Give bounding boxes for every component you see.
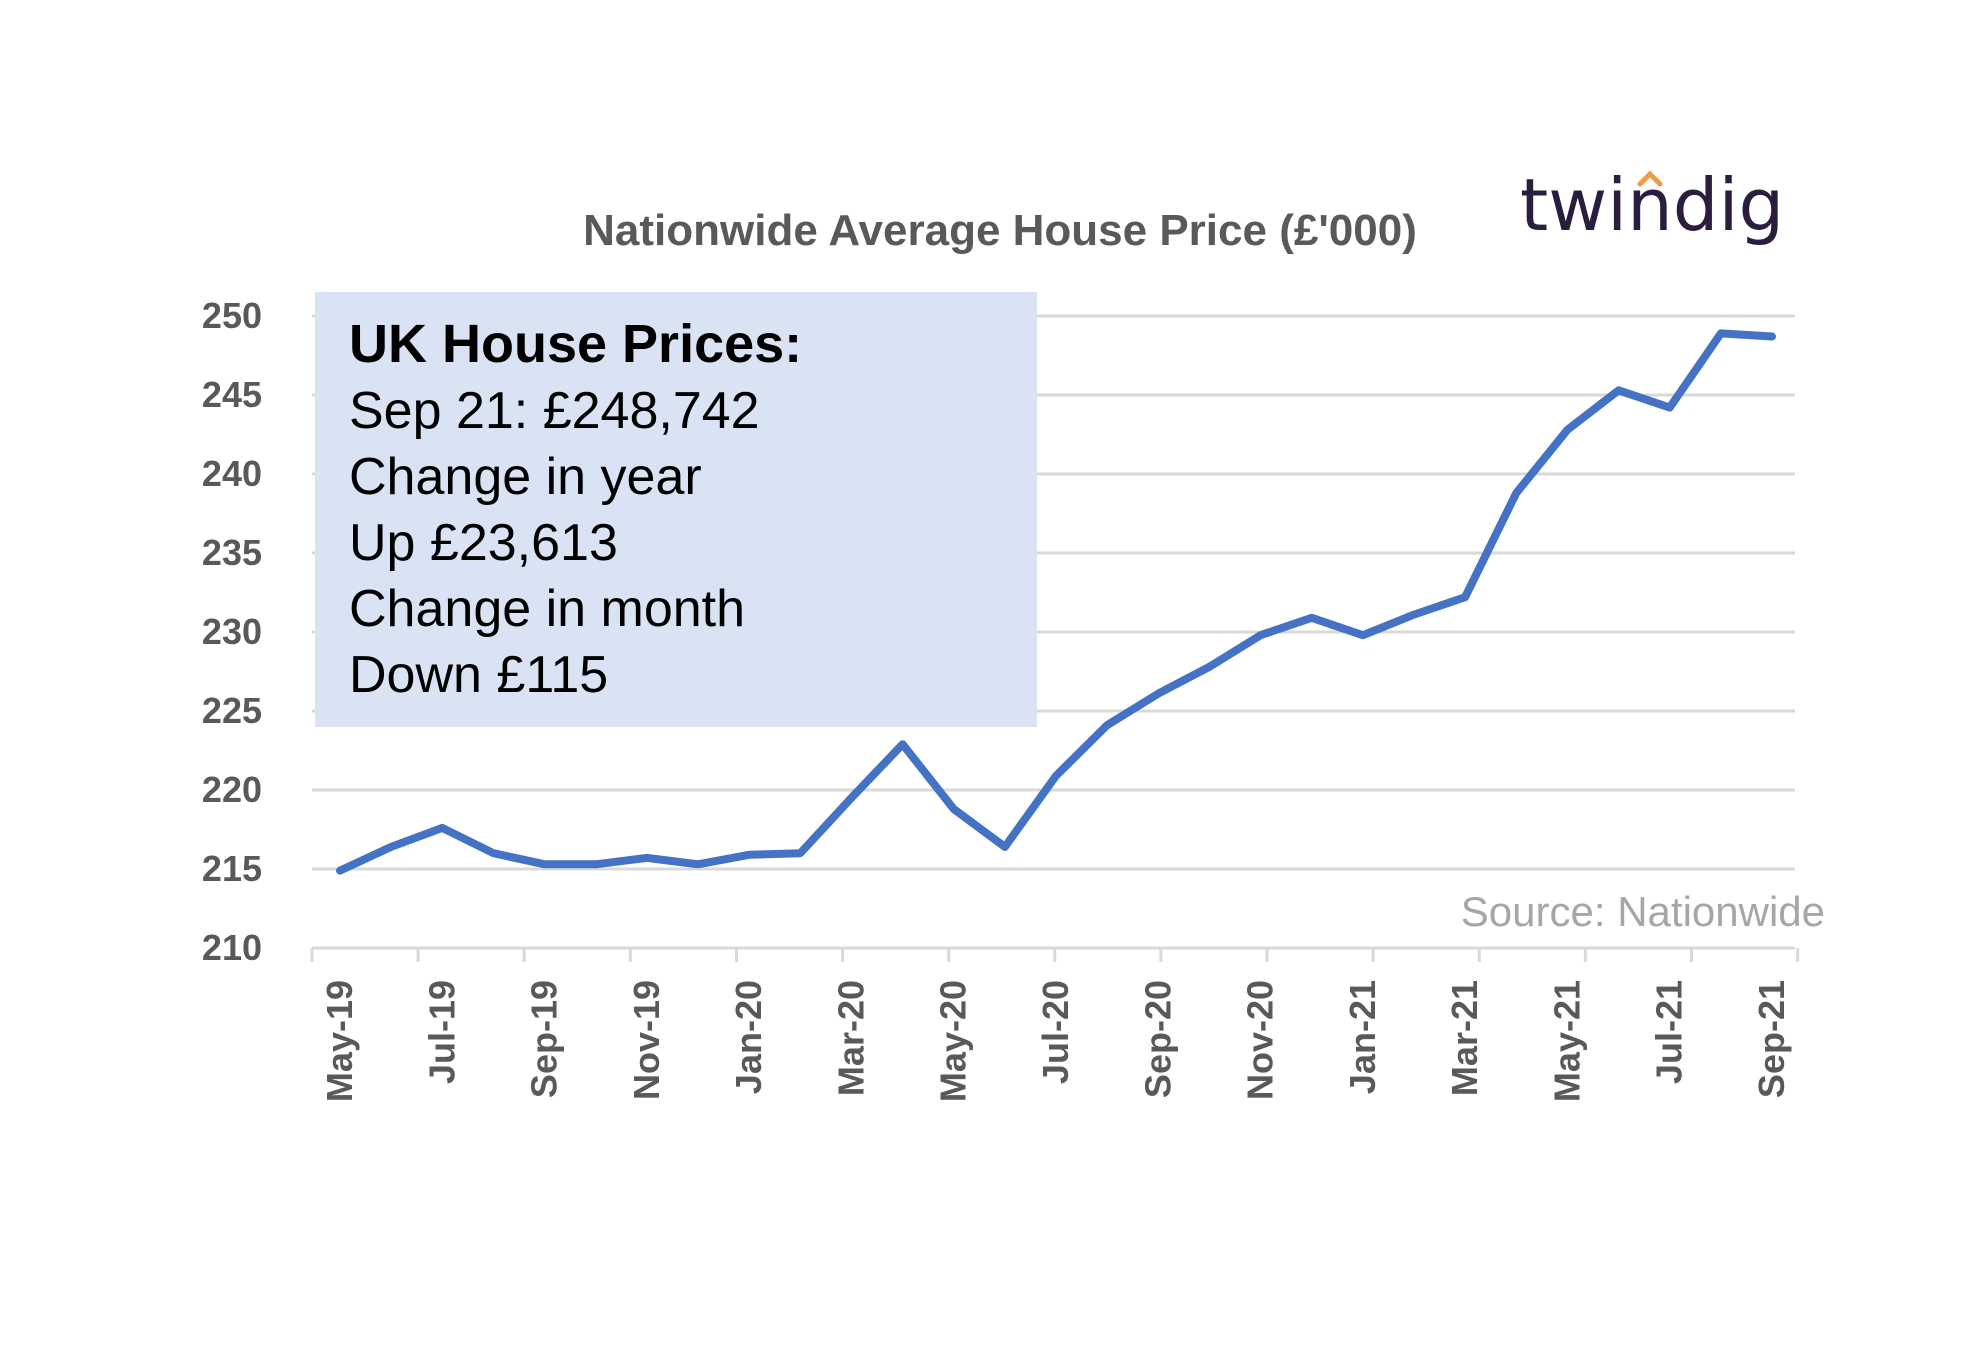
annotation-line-2: Change in year [349, 448, 702, 506]
x-tick-label: Jul-20 [1035, 980, 1076, 1084]
x-tick-label: Mar-21 [1444, 980, 1485, 1096]
annotation-line-3: Up £23,613 [349, 514, 618, 572]
x-tick-label: May-21 [1546, 980, 1587, 1102]
y-tick-label: 250 [202, 295, 262, 336]
x-tick-label: Sep-21 [1751, 980, 1792, 1098]
y-axis-ticks: 210 215 220 225 230 235 240 245 250 [202, 295, 262, 968]
x-tick-label: May-19 [319, 980, 360, 1102]
x-tick-label: Sep-19 [524, 980, 565, 1098]
x-tick-label: Jul-21 [1649, 980, 1690, 1084]
annotation-line-5: Down £115 [349, 646, 608, 704]
annotation-box-background [315, 292, 1037, 727]
x-tick-label: Jan-20 [728, 980, 769, 1094]
brand-accent-mark [1637, 170, 1663, 187]
series-layer [336, 329, 1776, 875]
source-note: Source: Nationwide [1461, 888, 1825, 935]
y-tick-label: 245 [202, 374, 262, 415]
y-tick-label: 235 [202, 532, 262, 573]
x-tick-label: Sep-20 [1137, 980, 1178, 1098]
y-tick-label: 220 [202, 769, 262, 810]
annotation-box: UK House Prices: Sep 21: £248,742 Change… [315, 292, 1037, 727]
annotation-line-1: Sep 21: £248,742 [349, 382, 760, 440]
y-tick-label: 230 [202, 611, 262, 652]
x-tick-label: May-20 [933, 980, 974, 1102]
annotation-line-4: Change in month [349, 580, 745, 638]
x-tick-label: Mar-20 [830, 980, 871, 1096]
x-tick-label: Jul-19 [421, 980, 462, 1084]
x-axis-ticks: May-19 Jul-19 Sep-19 Nov-19 Jan-20 Mar-20 May-… [319, 980, 1792, 1102]
chart-title: Nationwide Average House Price (£'000) [583, 206, 1417, 255]
x-axis [310, 946, 1800, 962]
brand-logo: twindig [1520, 163, 1784, 247]
x-tick-label: Nov-19 [626, 980, 667, 1100]
x-tick-label: Nov-20 [1240, 980, 1281, 1100]
y-tick-label: 225 [202, 690, 262, 731]
series-line [336, 329, 1776, 875]
annotation-heading: UK House Prices: [349, 314, 802, 374]
x-tick-label: Jan-21 [1342, 980, 1383, 1094]
y-tick-label: 210 [202, 927, 262, 968]
y-tick-label: 215 [202, 848, 262, 889]
y-tick-label: 240 [202, 453, 262, 494]
